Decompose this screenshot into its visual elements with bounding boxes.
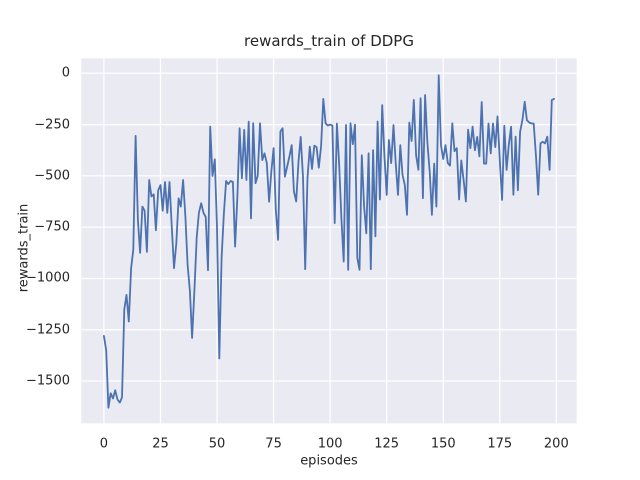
y-tick-label: −1500: [26, 373, 70, 389]
x-tick-label: 75: [265, 436, 282, 452]
y-tick-label: 0: [61, 65, 70, 81]
x-tick-label: 25: [152, 436, 169, 452]
y-tick-label: −250: [34, 117, 70, 133]
x-tick-label: 0: [99, 436, 109, 452]
x-tick-label: 100: [317, 436, 343, 452]
rewards-line: [103, 74, 555, 409]
y-tick-label: −750: [34, 219, 70, 235]
y-tick-label: −500: [34, 168, 70, 184]
axes-background: [81, 58, 577, 424]
x-tick-label: 50: [208, 436, 226, 452]
x-tick-label: 200: [543, 436, 569, 452]
x-tick-label: 175: [487, 436, 513, 452]
x-tick-label: 150: [430, 436, 456, 452]
y-tick-label: −1000: [26, 270, 70, 286]
x-tick-label: 125: [374, 436, 400, 452]
y-tick-label: −1250: [26, 322, 70, 338]
x-axis-label: episodes: [300, 453, 358, 469]
chart-title: rewards_train of DDPG: [244, 32, 414, 50]
